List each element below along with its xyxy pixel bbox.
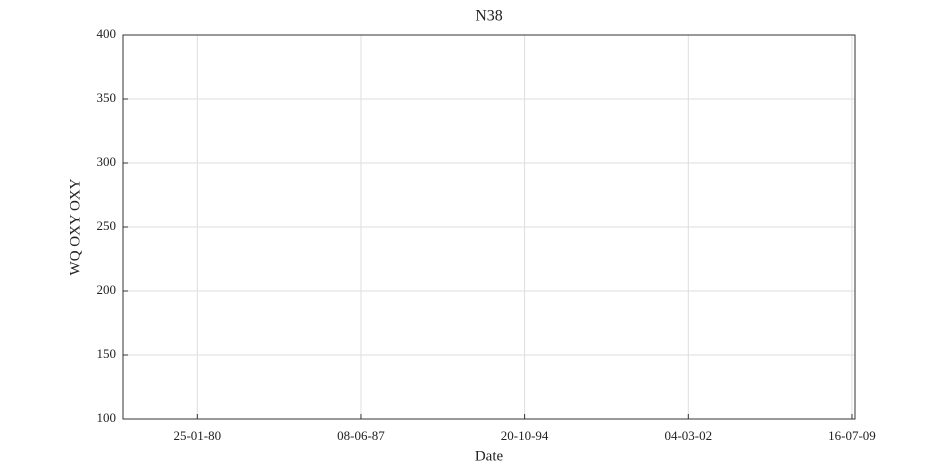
y-tick-label: 150 bbox=[97, 346, 117, 361]
y-tick-label: 350 bbox=[97, 90, 117, 105]
y-tick-label: 300 bbox=[97, 154, 117, 169]
plot-frame bbox=[122, 34, 856, 420]
x-tick-label: 16-07-09 bbox=[828, 428, 876, 443]
x-tick-label: 25-01-80 bbox=[173, 428, 221, 443]
y-tick-label: 400 bbox=[97, 26, 117, 41]
y-axis-label: WQ OXY OXY bbox=[67, 178, 83, 275]
chart-title: N38 bbox=[475, 8, 503, 25]
y-tick-label: 250 bbox=[97, 218, 117, 233]
x-tick-label: 08-06-87 bbox=[337, 428, 385, 443]
y-tick-label: 200 bbox=[97, 282, 117, 297]
x-tick-label: 20-10-94 bbox=[501, 428, 549, 443]
x-tick-label: 04-03-02 bbox=[664, 428, 712, 443]
y-tick-label: 100 bbox=[97, 410, 117, 425]
x-axis-label: Date bbox=[475, 448, 504, 464]
